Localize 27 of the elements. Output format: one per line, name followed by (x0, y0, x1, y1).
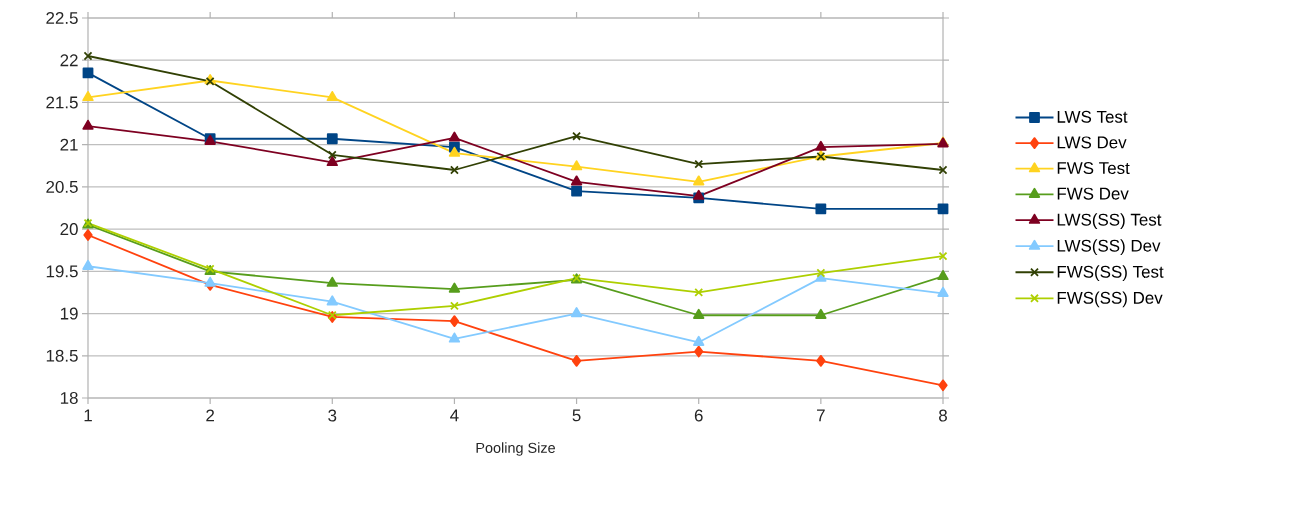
y-tick-label: 19.5 (46, 265, 78, 278)
x-tick-label: 1 (84, 409, 92, 422)
y-tick-label: 18.5 (46, 349, 78, 362)
x-tick-label: 3 (328, 409, 337, 422)
x-tick-label: 6 (694, 409, 703, 422)
y-tick-label: 20.5 (46, 180, 78, 193)
x-tick-label: 4 (450, 409, 459, 422)
legend-label: LWS Test (1057, 110, 1128, 123)
y-tick-label: 19 (60, 307, 78, 320)
y-tick-label: 21 (60, 138, 78, 151)
y-tick-label: 22 (60, 54, 78, 67)
x-tick-label: 2 (206, 409, 214, 422)
legend-label: FWS(SS) Dev (1057, 291, 1163, 308)
legend-label: LWS(SS) Test (1057, 213, 1162, 230)
x-tick-label: 5 (572, 409, 581, 422)
legend-label: LWS(SS) Dev (1057, 239, 1161, 256)
x-tick-label: 7 (817, 409, 825, 422)
x-axis-title: Pooling Size (476, 442, 555, 456)
legend-label: LWS Dev (1057, 136, 1127, 149)
x-tick-label: 8 (939, 409, 947, 422)
y-tick-label: 18 (60, 392, 78, 404)
legend-label: FWS(SS) Test (1057, 265, 1164, 282)
y-tick-label: 21.5 (46, 96, 78, 109)
y-tick-label: 20 (60, 223, 78, 236)
y-tick-label: 22.5 (46, 12, 78, 24)
legend-label: FWS Test (1057, 162, 1130, 175)
legend-label: FWS Dev (1057, 187, 1129, 200)
